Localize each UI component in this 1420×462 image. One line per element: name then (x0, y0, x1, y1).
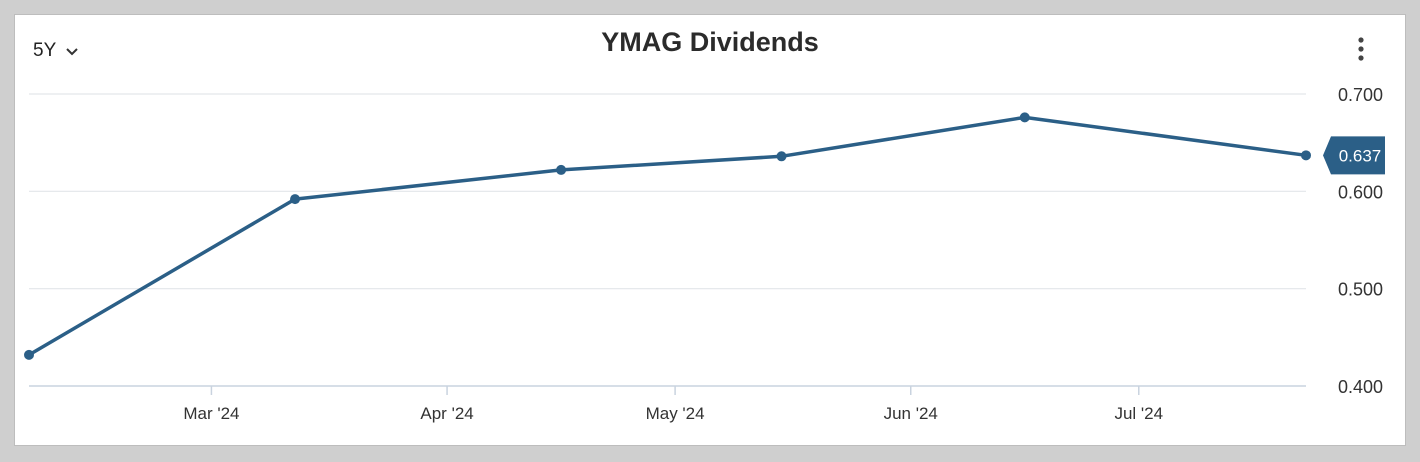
data-point[interactable] (556, 164, 567, 175)
y-axis: 0.400 0.500 0.600 0.700 (1338, 85, 1383, 397)
chart-menu-button[interactable] (1347, 33, 1375, 65)
data-point[interactable] (776, 151, 787, 162)
chart-card: 5Y YMAG Dividends Mar '24 Apr '24 May '24 J… (14, 14, 1406, 446)
data-point[interactable] (24, 349, 34, 360)
last-value-badge-shape (1323, 136, 1385, 175)
range-selector-label: 5Y (33, 40, 57, 61)
grid-lines (29, 93, 1306, 290)
last-value-badge: 0.637 (1323, 136, 1385, 175)
data-point[interactable] (1019, 112, 1030, 123)
y-tick-label: 0.700 (1338, 85, 1383, 105)
x-axis: Mar '24 Apr '24 May '24 Jun '24 Jul '24 (29, 385, 1306, 423)
last-value-badge-label: 0.637 (1339, 146, 1382, 165)
x-tick-label: Apr '24 (420, 404, 473, 423)
more-vertical-icon (1358, 37, 1364, 61)
y-tick-label: 0.500 (1338, 280, 1383, 300)
data-point[interactable] (1301, 150, 1311, 161)
y-tick-label: 0.600 (1338, 182, 1383, 202)
line-chart: Mar '24 Apr '24 May '24 Jun '24 Jul '24 0.40… (24, 85, 1385, 423)
series-line (28, 115, 1307, 357)
y-tick-label: 0.400 (1338, 377, 1383, 397)
x-tick-label: May '24 (646, 404, 705, 423)
range-selector[interactable]: 5Y (33, 40, 80, 62)
x-tick-label: Jul '24 (1114, 404, 1163, 423)
data-point[interactable] (290, 194, 301, 205)
chevron-down-icon (64, 43, 80, 59)
series-line-group (28, 115, 1307, 357)
data-points (24, 112, 1311, 360)
x-tick-label: Jun '24 (884, 404, 938, 423)
x-tick-label: Mar '24 (183, 404, 239, 423)
